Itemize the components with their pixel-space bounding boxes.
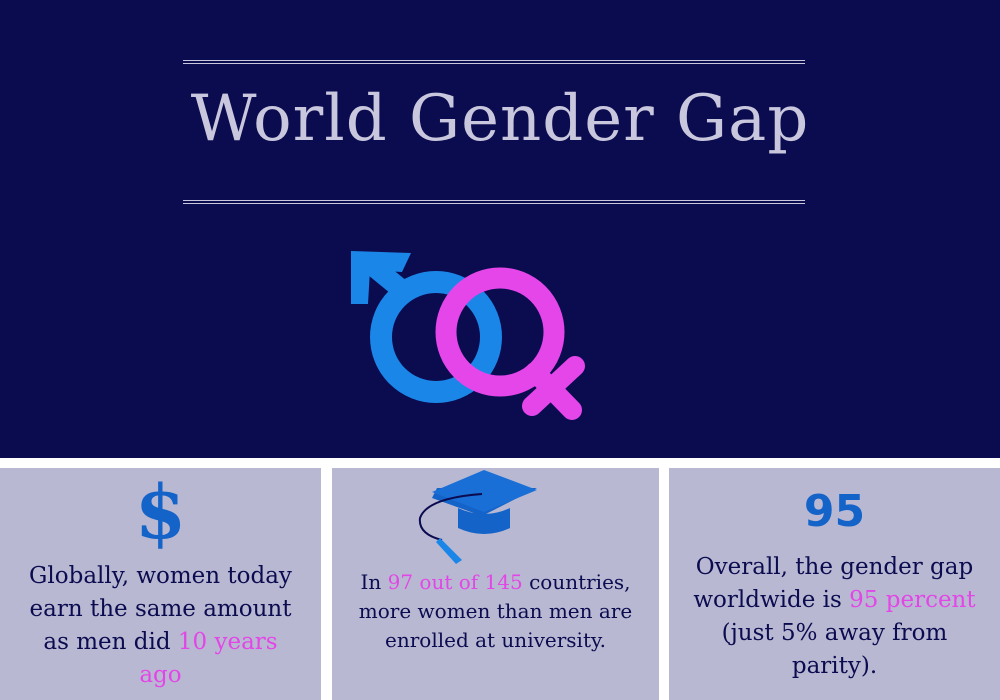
panel-text: Overall, the gender gap worldwide is 95 …: [685, 551, 985, 683]
big-number: 95: [803, 486, 866, 537]
dollar-icon: $: [134, 470, 187, 556]
text: In: [360, 570, 388, 594]
panel: In 97 out of 145 countries, more women t…: [332, 468, 659, 700]
panel: 95 Overall, the gender gap worldwide is …: [669, 468, 1000, 700]
title: World Gender Gap: [190, 82, 810, 156]
gender-symbol: [351, 251, 585, 420]
text: Globally, women today earn the same amou…: [29, 563, 292, 655]
highlight-text: 95 percent: [849, 587, 976, 613]
panel: $ Globally, women today earn the same am…: [0, 468, 321, 700]
panel-text: Globally, women today earn the same amou…: [26, 560, 296, 692]
text: countries, more women than men are enrol…: [358, 570, 633, 652]
highlight-text: 97 out of 145: [387, 570, 523, 594]
graduation-cap-icon: [418, 470, 537, 564]
divider: [183, 200, 805, 204]
text: (just 5% away from parity).: [721, 620, 948, 679]
highlight-text: 10 years ago: [139, 629, 278, 688]
panel-text: In 97 out of 145 countries, more women t…: [356, 568, 636, 655]
text: Overall, the gender gap worldwide is: [693, 554, 974, 613]
header: World Gender Gap: [0, 0, 1000, 458]
divider: [183, 60, 805, 64]
